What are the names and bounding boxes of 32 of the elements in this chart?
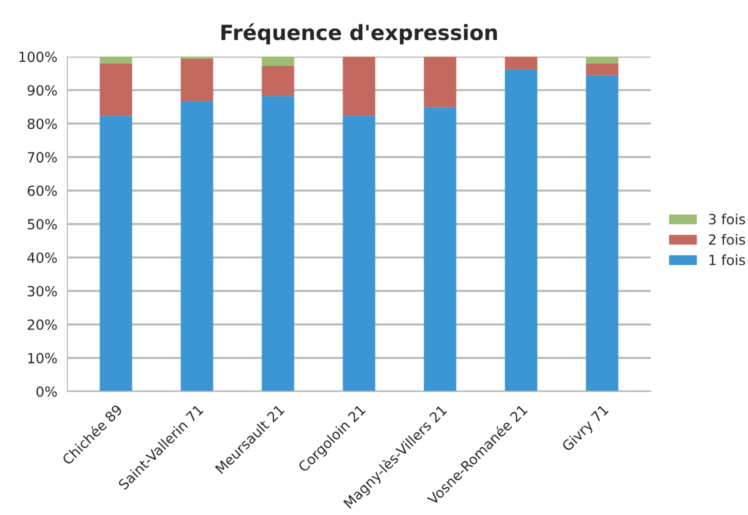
- bar: [424, 107, 456, 392]
- chart-title: Fréquence d'expression: [221, 23, 497, 44]
- bar: [586, 75, 618, 392]
- y-tick-label: 90%: [28, 85, 57, 96]
- bar: [262, 56, 294, 66]
- bar: [586, 56, 618, 64]
- y-tick-label: 20%: [28, 319, 57, 330]
- bar: [424, 56, 456, 108]
- bar: [342, 116, 376, 392]
- bar: [180, 58, 214, 102]
- y-tick-label: 30%: [28, 286, 57, 296]
- bar: [586, 63, 618, 76]
- y-tick-label: 40%: [27, 252, 57, 263]
- y-tick-label: 70%: [28, 152, 57, 163]
- bar: [504, 69, 538, 392]
- bar: [262, 96, 294, 392]
- legend-label: 3 fois: [709, 214, 746, 224]
- bar: [100, 56, 132, 64]
- y-tick-label: 60%: [28, 186, 57, 196]
- bar: [180, 101, 214, 392]
- bar: [100, 116, 132, 392]
- legend-label: 1 fois: [710, 254, 746, 266]
- y-tick-label: 100%: [19, 52, 57, 62]
- legend-label: 2 fois: [709, 234, 746, 245]
- bar: [262, 66, 294, 96]
- y-tick-label: 10%: [28, 352, 57, 364]
- bar: [342, 56, 376, 116]
- bar: [504, 56, 538, 70]
- y-tick-label: 0%: [36, 386, 57, 397]
- bar: [100, 63, 132, 116]
- y-tick-label: 80%: [28, 118, 57, 130]
- y-tick-label: 50%: [28, 218, 57, 230]
